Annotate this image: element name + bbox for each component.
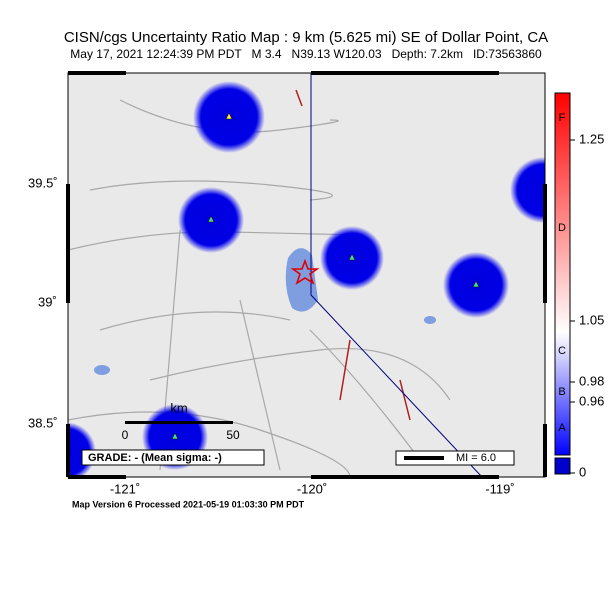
colorbar-tick: 0.98 [579,373,604,388]
colorbar-tick: 0.96 [579,393,604,408]
subtitle: May 17, 2021 12:24:39 PM PDT M 3.4 N39.1… [70,47,542,61]
y-label: 38.5˚ [28,415,58,430]
x-label: -119˚ [485,481,514,496]
scale-unit: km [170,400,187,415]
grade-label: D [558,222,566,234]
x-label: -121˚ [110,481,140,496]
scale-end: 50 [226,428,240,442]
colorbar-tick: 0 [579,464,586,479]
x-label: -120˚ [297,481,327,496]
map: GRADE: - (Mean sigma: -) MI = 6.0 [68,73,545,477]
intensity-legend: MI = 6.0 [456,452,496,464]
y-label: 39˚ [38,294,57,309]
footer: Map Version 6 Processed 2021-05-19 01:03… [72,499,305,509]
grade-label: F [559,112,566,124]
y-label: 39.5˚ [28,175,58,190]
colorbar [554,92,571,456]
colorbar-tick: 1.05 [579,312,604,327]
scale-start: 0 [122,428,129,442]
grade-label: A [558,422,566,434]
grade-label: B [558,386,565,398]
colorbar-tick: 1.25 [579,131,604,146]
grade-label: C [558,345,566,357]
grade: GRADE: - (Mean sigma: -) [88,452,222,464]
title: CISN/cgs Uncertainty Ratio Map : 9 km (5… [64,29,548,46]
